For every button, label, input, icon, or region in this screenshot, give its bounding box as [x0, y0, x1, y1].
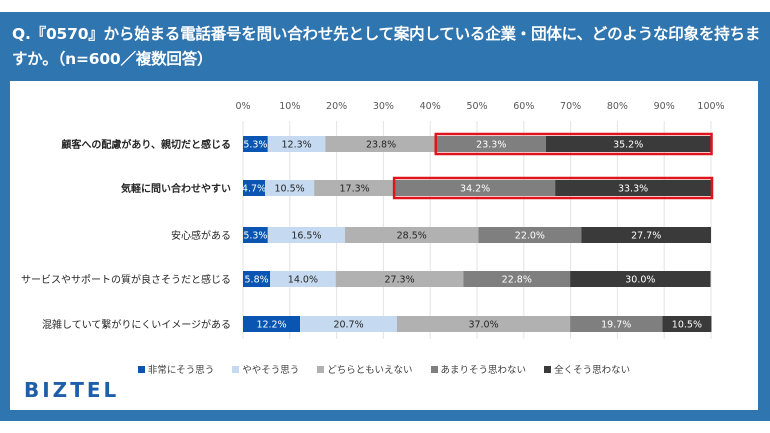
legend-label: 全くそう思わない [554, 365, 631, 376]
x-tick-label: 100% [697, 101, 724, 112]
bar-segment [267, 136, 326, 152]
legend-label: あまりそう思わない [440, 365, 527, 376]
bar-segment [545, 136, 711, 152]
legend: 非常にそう思う ややそう思う どちらともいえない あまりそう思わない 全くそう思わない [10, 362, 758, 376]
bar-segment [325, 136, 437, 152]
legend-swatch [544, 366, 552, 373]
data-label: 4.7% [242, 184, 266, 195]
data-label: 5.8% [245, 275, 269, 286]
x-tick-label: 60% [513, 101, 534, 112]
x-tick-label: 40% [420, 101, 441, 112]
data-label: 30.0% [625, 275, 655, 286]
data-label: 12.3% [281, 140, 311, 151]
bar-segment [335, 271, 464, 287]
bar-segment [314, 180, 396, 196]
legend-item: あまりそう思わない [430, 362, 527, 376]
legend-swatch [137, 366, 145, 373]
x-tick-label: 70% [560, 101, 581, 112]
data-label: 22.8% [502, 275, 532, 286]
x-tick-label: 30% [373, 101, 394, 112]
data-label: 23.8% [366, 140, 396, 151]
bar-segment [478, 227, 582, 243]
legend-item: 全くそう思わない [544, 362, 630, 376]
biztel-logo: BIZTEL [24, 378, 120, 402]
chart-panel: 0% 10% 20% 30% 40% 50% 60% 70% 80% 90% 100% 顧客への配慮が… [10, 81, 758, 410]
highlight-box [434, 132, 713, 156]
data-label: 16.5% [291, 231, 321, 242]
stacked-bar-chart: 0% 10% 20% 30% 40% 50% 60% 70% 80% 90% 100% 顧客への配慮が… [21, 101, 725, 339]
legend-swatch [317, 366, 325, 373]
legend-item: 非常にそう思う [137, 362, 215, 376]
bar-segment [300, 316, 397, 332]
category-label: 気軽に問い合わせやすい [120, 182, 231, 195]
bar-segment [581, 227, 711, 243]
bar-segment [570, 316, 663, 332]
bar-segment [570, 271, 711, 287]
data-label: 10.5% [274, 184, 304, 195]
bar-segment [243, 316, 301, 332]
data-label: 5.3% [243, 140, 267, 151]
bar-segment [555, 180, 711, 196]
data-label: 27.7% [631, 231, 661, 242]
question-title: Q.『0570』から始まる電話番号を問い合わせ先として案内している企業・団体に、… [12, 25, 761, 68]
data-label: 19.7% [601, 320, 631, 331]
legend-label: ややそう思う [242, 365, 300, 376]
x-tick-label: 10% [279, 101, 300, 112]
data-label: 14.0% [288, 275, 318, 286]
legend-item: どちらともいえない [317, 362, 413, 376]
legend-item: ややそう思う [232, 362, 299, 376]
legend-label: 非常にそう思う [147, 365, 215, 376]
data-label: 34.2% [460, 184, 490, 195]
bar-segment [243, 180, 265, 196]
x-tick-label: 0% [235, 101, 250, 112]
data-label: 12.2% [256, 320, 286, 331]
highlight-box [392, 176, 714, 200]
data-label: 23.3% [476, 140, 506, 151]
data-label: 37.0% [468, 320, 498, 331]
data-label: 33.3% [618, 184, 648, 195]
x-tick-label: 90% [654, 101, 675, 112]
bar-segment [264, 180, 315, 196]
bar-segment [395, 180, 556, 196]
category-label: 顧客への配慮があり、親切だと感じる [61, 138, 231, 151]
category-label: サービスやサポートの質が良さそうだと感じる [21, 273, 231, 286]
bar-segment [662, 316, 712, 332]
legend-swatch [430, 366, 438, 373]
data-label: 20.7% [333, 320, 363, 331]
data-label: 28.5% [397, 231, 427, 242]
x-tick-label: 20% [326, 101, 347, 112]
bar-segment [463, 271, 571, 287]
data-label: 10.5% [672, 320, 702, 331]
x-tick-label: 50% [466, 101, 487, 112]
bar-segment [243, 227, 268, 243]
legend-swatch [232, 366, 240, 373]
data-label: 27.3% [384, 275, 414, 286]
data-label: 17.3% [340, 184, 370, 195]
legend-label: どちらともいえない [327, 365, 413, 376]
bar-segment [345, 227, 479, 243]
data-label: 5.3% [243, 231, 267, 242]
bar-segment [270, 271, 336, 287]
x-tick-label: 80% [607, 101, 628, 112]
bar-segment [396, 316, 571, 332]
bar-segment [243, 136, 268, 152]
data-label: 35.2% [613, 140, 643, 151]
category-label: 安心感がある [171, 229, 231, 242]
bar-segment [267, 227, 346, 243]
bar-segment [243, 271, 271, 287]
bar-segment [436, 136, 546, 152]
category-label: 混雑していて繋がりにくいイメージがある [42, 318, 231, 331]
data-label: 22.0% [515, 231, 545, 242]
